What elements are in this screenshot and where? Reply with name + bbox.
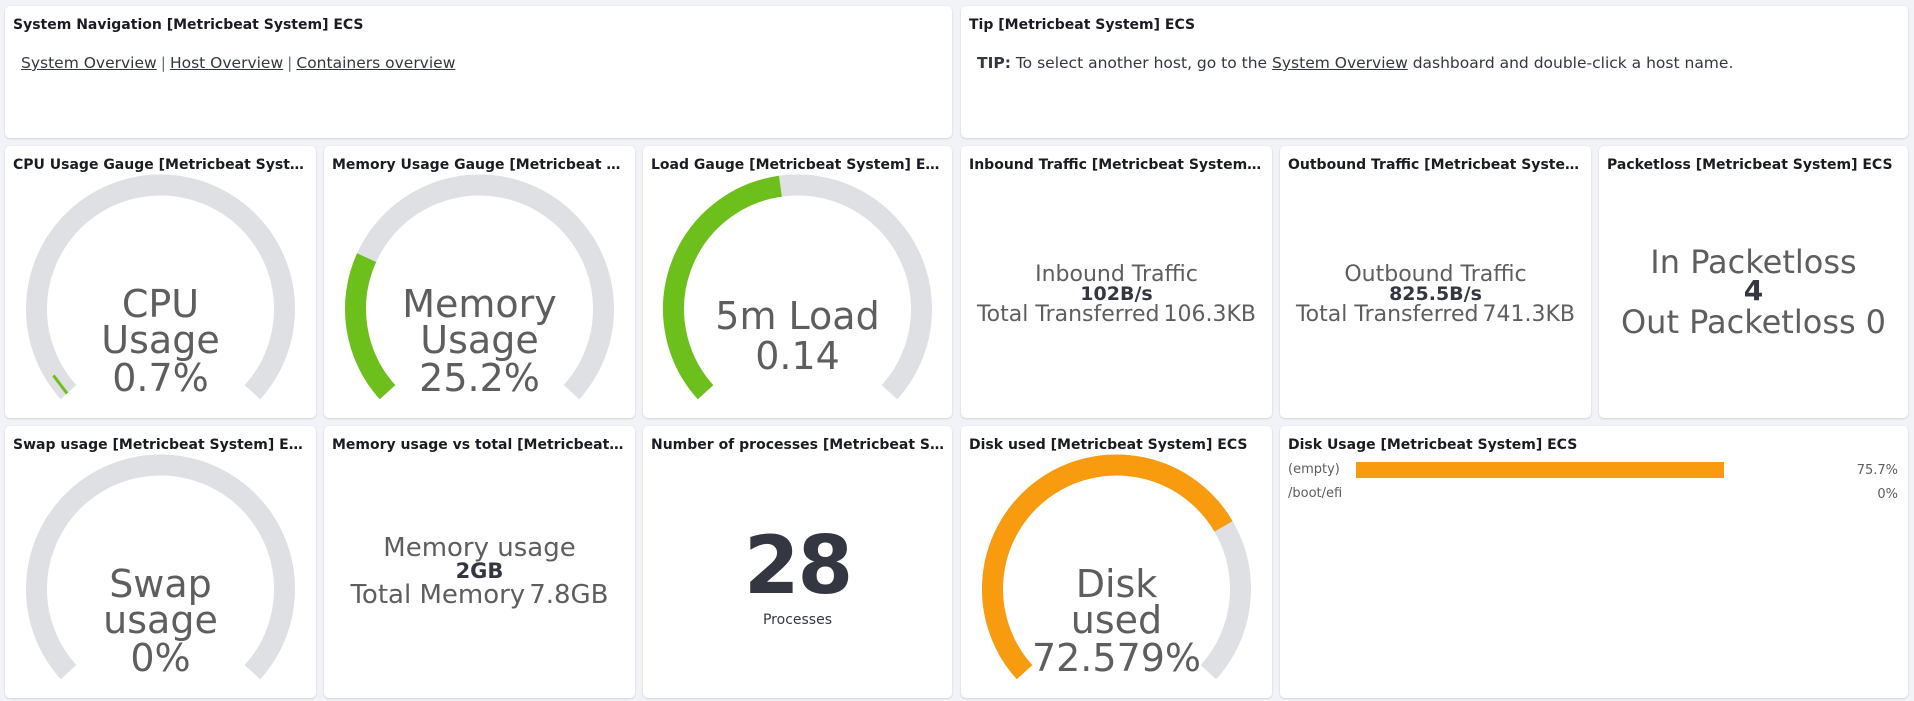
containers-overview-link[interactable]: Containers overview xyxy=(296,54,456,72)
cpu-gauge-panel: CPU Usage Gauge [Metricbeat System] ECS … xyxy=(5,146,316,418)
gauge-fill xyxy=(52,374,69,395)
panel-title: Number of processes [Metricbeat System] … xyxy=(651,437,944,453)
inbound-metric: Inbound Traffic 102B/s Total Transferred… xyxy=(961,264,1272,328)
memory-vs-total-panel: Memory usage vs total [Metricbeat System… xyxy=(324,426,635,698)
in-packetloss-label: In Packetloss xyxy=(1650,243,1857,281)
gauge-label: Disk used xyxy=(1070,562,1163,642)
gauge-value: 72.579% xyxy=(1031,636,1202,680)
out-packetloss-row: Out Packetloss 0 xyxy=(1599,304,1908,340)
load-gauge-panel: Load Gauge [Metricbeat System] ECS 5m Lo… xyxy=(643,146,952,418)
disk-used-gauge-panel: Disk used [Metricbeat System] ECS Disk u… xyxy=(961,426,1272,698)
disk-usage-panel: Disk Usage [Metricbeat System] ECS (empt… xyxy=(1280,426,1908,698)
out-packetloss-value: 0 xyxy=(1865,303,1887,341)
gauge-label: 5m Load xyxy=(715,294,880,338)
system-navigation-panel: System Navigation [Metricbeat System] EC… xyxy=(5,6,952,138)
disk-row-value: 0% xyxy=(1877,487,1898,502)
metric-value: 825.5B/s xyxy=(1389,283,1482,305)
gauge-label: CPU Usage xyxy=(101,282,220,362)
disk-usage-row[interactable]: /boot/efi 0% xyxy=(1288,484,1898,504)
gauge-track xyxy=(26,454,295,680)
out-packetloss-label: Out Packetloss xyxy=(1620,303,1856,341)
outbound-metric: Outbound Traffic 825.5B/s Total Transfer… xyxy=(1280,264,1591,328)
in-packetloss-value: 4 xyxy=(1743,274,1764,307)
total-label: Total Memory xyxy=(350,580,526,610)
gauge-value: 0.7% xyxy=(112,356,209,400)
disk-row-label: (empty) xyxy=(1288,462,1340,477)
gauge-label: Swap usage xyxy=(103,562,218,642)
gauge-track xyxy=(26,174,295,400)
tip-text: TIP: To select another host, go to the S… xyxy=(977,54,1733,72)
total-value: 7.8GB xyxy=(529,580,609,610)
total-memory-row: Total Memory 7.8GB xyxy=(324,580,635,610)
total-value: 106.3KB xyxy=(1163,302,1257,327)
swap-gauge-panel: Swap usage [Metricbeat System] ECS Swap … xyxy=(5,426,316,698)
disk-row-value: 75.7% xyxy=(1856,463,1898,478)
gauge-fill xyxy=(345,253,396,400)
tip-text-before: To select another host, go to the xyxy=(1015,54,1268,72)
disk-row-label: /boot/efi xyxy=(1288,486,1343,501)
memory-total-metric: Memory usage 2GB Total Memory 7.8GB xyxy=(324,534,635,610)
total-transferred-row: Total Transferred 741.3KB xyxy=(1280,302,1591,328)
panel-title: Outbound Traffic [Metricbeat System] ECS xyxy=(1288,157,1583,173)
gauge-text: Memory Usage 25.2% xyxy=(324,282,635,400)
panel-title: Tip [Metricbeat System] ECS xyxy=(969,17,1196,33)
tip-panel: Tip [Metricbeat System] ECS TIP: To sele… xyxy=(961,6,1908,138)
gauge-text: Disk used 72.579% xyxy=(961,562,1272,680)
gauge-label: Memory Usage xyxy=(402,282,557,362)
panel-title: System Navigation [Metricbeat System] EC… xyxy=(13,17,364,33)
processes-label: Processes xyxy=(762,612,832,628)
nav-links: System Overview | Host Overview | Containers… xyxy=(21,54,455,72)
tip-text-after: dashboard and double-click a host name. xyxy=(1412,54,1734,72)
panel-title: Disk Usage [Metricbeat System] ECS xyxy=(1288,437,1578,453)
system-overview-link[interactable]: System Overview xyxy=(21,54,157,72)
disk-usage-bar[interactable] xyxy=(1356,462,1724,478)
gauge-value: 0.14 xyxy=(755,334,840,378)
metric-label: Inbound Traffic xyxy=(1035,262,1198,287)
tip-prefix: TIP: xyxy=(977,54,1011,72)
panel-title: Inbound Traffic [Metricbeat System] ECS xyxy=(969,157,1264,173)
cpu-gauge xyxy=(26,174,295,400)
separator: | xyxy=(287,54,293,72)
metric-label: Memory usage xyxy=(383,533,576,563)
outbound-traffic-panel: Outbound Traffic [Metricbeat System] ECS… xyxy=(1280,146,1591,418)
separator: | xyxy=(160,54,166,72)
swap-gauge xyxy=(26,454,295,680)
memory-gauge xyxy=(345,174,614,400)
disk-used-gauge xyxy=(982,454,1251,680)
total-label: Total Transferred xyxy=(1295,302,1479,327)
metric-value: 2GB xyxy=(455,559,504,583)
panel-title: Packetloss [Metricbeat System] ECS xyxy=(1607,157,1893,173)
inbound-traffic-panel: Inbound Traffic [Metricbeat System] ECS … xyxy=(961,146,1272,418)
metric-label: Outbound Traffic xyxy=(1344,262,1527,287)
gauge-text: Swap usage 0% xyxy=(5,562,316,680)
total-label: Total Transferred xyxy=(976,302,1160,327)
gauge-text: 5m Load 0.14 xyxy=(643,296,952,376)
panel-title: Memory usage vs total [Metricbeat System… xyxy=(332,437,627,453)
packetloss-metric: In Packetloss 4 Out Packetloss 0 xyxy=(1599,246,1908,340)
load-gauge xyxy=(663,174,932,400)
host-overview-link[interactable]: Host Overview xyxy=(169,54,284,72)
gauge-value: 0% xyxy=(130,636,191,680)
metric-value: 102B/s xyxy=(1080,283,1153,305)
processes-panel: Number of processes [Metricbeat System] … xyxy=(643,426,952,698)
gauge-value: 25.2% xyxy=(419,356,540,400)
gauge-text: CPU Usage 0.7% xyxy=(5,282,316,400)
packetloss-panel: Packetloss [Metricbeat System] ECS In Pa… xyxy=(1599,146,1908,418)
tip-system-overview-link[interactable]: System Overview xyxy=(1272,54,1408,72)
memory-gauge-panel: Memory Usage Gauge [Metricbeat System] E… xyxy=(324,146,635,418)
disk-usage-row[interactable]: (empty) 75.7% xyxy=(1288,460,1898,480)
processes-count: 28 xyxy=(743,519,853,612)
total-transferred-row: Total Transferred 106.3KB xyxy=(961,302,1272,328)
gauge-fill xyxy=(982,454,1233,680)
total-value: 741.3KB xyxy=(1482,302,1576,327)
gauge-fill xyxy=(663,175,782,400)
